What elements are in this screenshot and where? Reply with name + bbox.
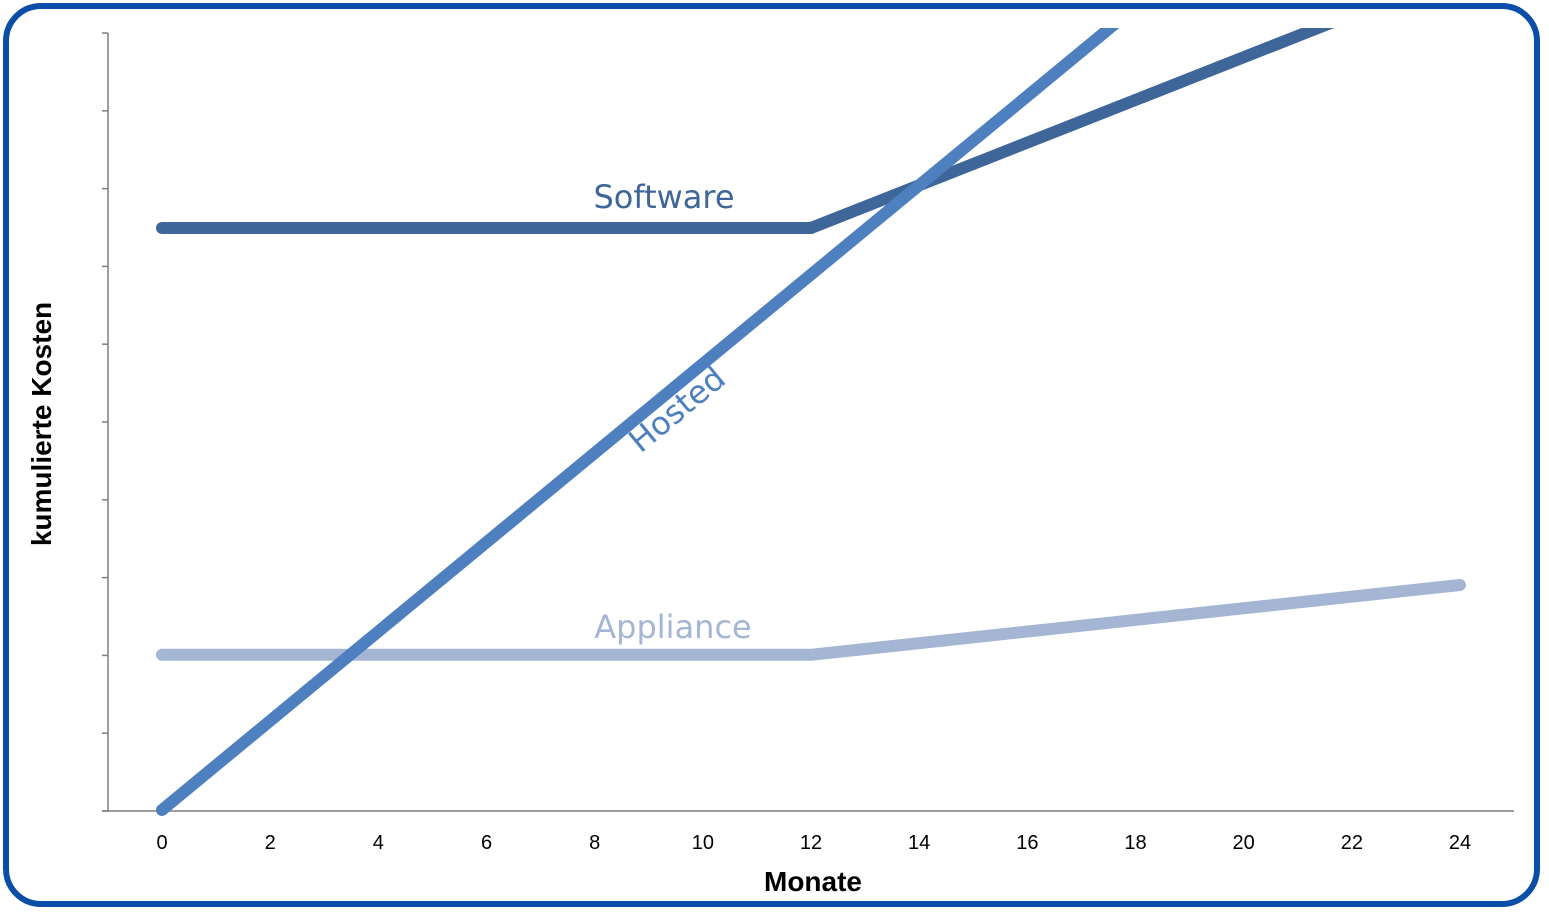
x-tick-label: 2 xyxy=(265,832,276,854)
x-tick-label: 14 xyxy=(908,832,930,854)
x-tick-label: 10 xyxy=(692,832,714,854)
x-tick-label: 24 xyxy=(1449,832,1471,854)
x-tick-label: 18 xyxy=(1124,832,1146,854)
series-lines xyxy=(156,28,1466,816)
x-tick-label: 8 xyxy=(589,832,600,854)
x-tick-label: 4 xyxy=(373,832,384,854)
x-tick-label: 0 xyxy=(156,832,167,854)
series-line-software xyxy=(156,28,1335,234)
x-tick-label: 6 xyxy=(481,832,492,854)
x-tick-label: 20 xyxy=(1233,832,1255,854)
series-line-hosted xyxy=(156,28,1120,816)
chart-frame xyxy=(3,3,1540,907)
y-axis-title: kumulierte Kosten xyxy=(26,302,57,546)
x-tick-label: 22 xyxy=(1341,832,1363,854)
axes: 0 2 4 6 8 10 12 14 16 18 20 22 24 xyxy=(102,32,1514,854)
series-line-appliance xyxy=(156,579,1466,661)
series-label-software: Software xyxy=(593,178,734,216)
x-tick-label: 16 xyxy=(1016,832,1038,854)
x-tick-label: 12 xyxy=(800,832,822,854)
series-label-appliance: Appliance xyxy=(594,608,751,646)
x-axis-title: Monate xyxy=(764,866,862,897)
